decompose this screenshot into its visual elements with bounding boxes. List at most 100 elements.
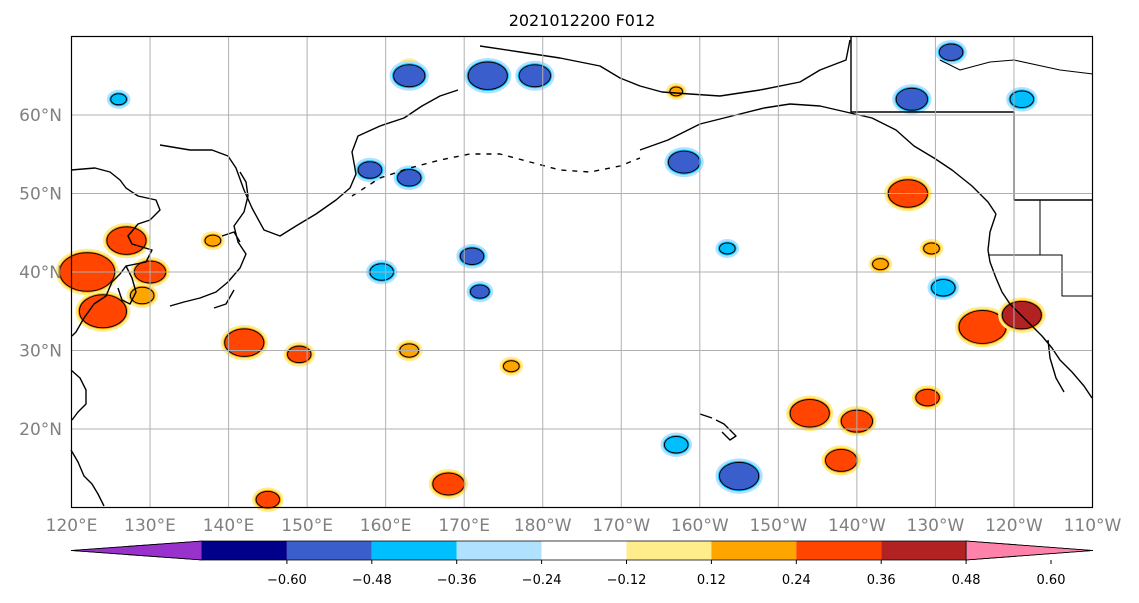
- feature-core: [396, 169, 422, 187]
- anomaly-feature: [464, 58, 512, 94]
- longitude-label: 170°E: [438, 516, 490, 536]
- longitude-label: 160°W: [671, 516, 729, 536]
- anomaly-feature: [106, 89, 131, 109]
- feature-core: [432, 472, 465, 496]
- anomaly-feature: [466, 281, 494, 303]
- colorbar-tick-label: 0.60: [1037, 573, 1066, 588]
- longitude-label: 140°W: [828, 516, 886, 536]
- colorbar: −0.60 −0.48 −0.36 −0.24 −0.12 0.12 0.24 0.36 0.4…: [70, 540, 1094, 588]
- feature-core: [915, 388, 940, 407]
- colorbar-segment: [711, 541, 797, 560]
- colorbar-segment: [286, 541, 372, 560]
- colorbar-tick-label: −0.12: [607, 573, 647, 588]
- colorbar-segment: [456, 541, 542, 560]
- anomaly-feature: [868, 254, 893, 274]
- colorbar-tick-label: 0.24: [782, 573, 811, 588]
- longitude-label: 170°W: [592, 516, 650, 536]
- latitude-label: 50°N: [19, 185, 62, 205]
- colorbar-left-arrow: [70, 540, 203, 561]
- colorbar-tick-label: −0.60: [267, 573, 307, 588]
- longitude-label: 120°W: [985, 516, 1043, 536]
- japan-coastline: [169, 171, 249, 309]
- anomaly-features: [55, 39, 1046, 512]
- longitude-label: 150°W: [749, 516, 807, 536]
- longitude-label: 110°W: [1064, 516, 1122, 536]
- longitude-label: 180°W: [514, 516, 572, 536]
- coastlines: [70, 37, 1094, 507]
- korea-coastline: [117, 265, 137, 305]
- feature-core: [469, 284, 490, 299]
- anomaly-feature: [715, 238, 740, 258]
- longitude-label: 160°E: [360, 516, 412, 536]
- feature-core: [663, 435, 689, 454]
- feature-core: [669, 86, 684, 97]
- anomaly-feature: [102, 222, 151, 259]
- anomaly-feature: [456, 244, 488, 269]
- anomaly-feature: [821, 445, 861, 476]
- hawaii-islands: [699, 413, 737, 441]
- anomaly-feature: [715, 458, 763, 494]
- colorbar-segment: [796, 541, 882, 560]
- feature-core: [78, 294, 127, 329]
- anomaly-feature: [660, 432, 693, 457]
- latitude-label: 30°N: [19, 342, 62, 362]
- anomaly-feature: [935, 39, 967, 65]
- anomaly-feature: [75, 290, 131, 332]
- anomaly-feature: [220, 324, 268, 361]
- colorbar-tick-label: 0.12: [697, 573, 726, 588]
- anomaly-feature: [201, 231, 225, 251]
- anomaly-feature: [130, 257, 170, 287]
- colorbar-right-arrow: [965, 540, 1094, 561]
- feature-core: [459, 247, 485, 266]
- feature-core: [824, 448, 858, 472]
- anomaly-feature: [126, 283, 158, 308]
- feature-core: [938, 43, 964, 61]
- colorbar-segment: [371, 541, 457, 560]
- feature-core: [895, 87, 929, 111]
- anomaly-feature: [892, 84, 932, 115]
- colorbar-segment: [626, 541, 712, 560]
- feature-core: [106, 226, 147, 255]
- asia-coastline: [70, 167, 161, 507]
- longitude-labels: 120°E 130°E 140°E 150°E 160°E 170°E 180°W 170°W…: [46, 516, 1122, 536]
- anomaly-feature: [954, 306, 1011, 348]
- anomaly-feature: [283, 342, 316, 367]
- longitude-label: 150°E: [281, 516, 333, 536]
- colorbar-outline: [70, 540, 1094, 561]
- anomaly-feature: [354, 157, 386, 183]
- anomaly-feature: [919, 238, 944, 258]
- north-america-upper: [939, 59, 1094, 75]
- longitude-label: 120°E: [46, 516, 98, 536]
- anomaly-feature: [428, 468, 469, 499]
- latitude-labels: 60°N 50°N 40°N 30°N 20°N: [19, 106, 62, 440]
- feature-core: [224, 328, 265, 357]
- anomaly-feature: [664, 147, 704, 178]
- map-frame: [70, 35, 1094, 509]
- anomaly-feature: [786, 395, 834, 432]
- feature-core: [255, 490, 281, 509]
- north-america-coastline: [987, 213, 1093, 399]
- colorbar-tick-label: 0.36: [867, 573, 896, 588]
- colorbar-tick-label: −0.36: [437, 573, 477, 588]
- colorbar-tick-label: −0.24: [522, 573, 562, 588]
- latitude-label: 20°N: [19, 420, 62, 440]
- feature-core: [872, 258, 889, 271]
- colorbar-segment: [202, 541, 287, 560]
- anomaly-feature: [252, 487, 284, 512]
- latitude-label: 40°N: [19, 263, 62, 283]
- anomaly-feature: [389, 60, 429, 91]
- feature-core: [204, 234, 222, 247]
- kamchatka-coastline: [159, 89, 459, 237]
- longitude-label: 140°E: [203, 516, 255, 536]
- map-title: 2021012200 F012: [509, 11, 656, 30]
- map-plot-area[interactable]: [55, 35, 1094, 512]
- feature-core: [1009, 90, 1035, 109]
- longitude-label: 130°E: [124, 516, 176, 536]
- anomaly-feature: [665, 83, 687, 100]
- latitude-label: 60°N: [19, 106, 62, 126]
- feature-core: [518, 64, 552, 88]
- anomaly-feature: [911, 385, 944, 410]
- anomaly-feature: [499, 356, 524, 376]
- anomaly-feature: [927, 275, 960, 300]
